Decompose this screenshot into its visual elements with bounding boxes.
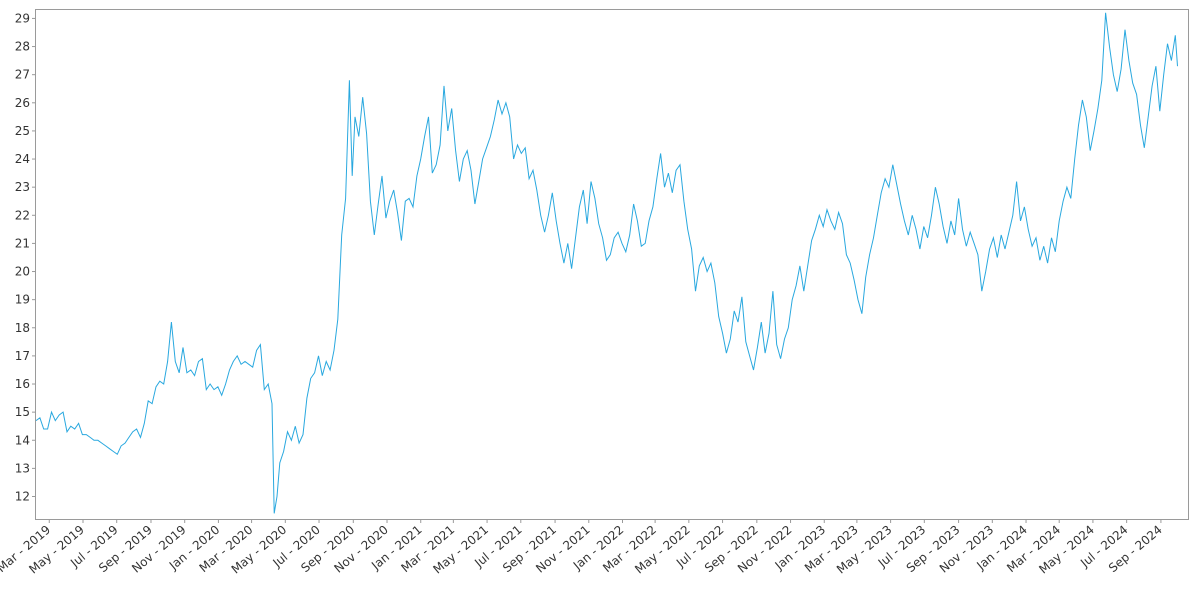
y-tick-label: 25 [15, 124, 30, 138]
y-tick-label: 17 [15, 349, 30, 363]
y-tick-label: 27 [15, 68, 30, 82]
y-tick-label: 21 [15, 236, 30, 250]
y-tick-label: 26 [15, 96, 30, 110]
y-tick-label: 29 [15, 11, 30, 25]
y-tick-label: 16 [15, 377, 30, 391]
y-tick-label: 28 [15, 40, 30, 54]
y-tick-label: 12 [15, 490, 30, 504]
series-line [35, 12, 1178, 514]
y-tick-label: 19 [15, 293, 30, 307]
y-tick-label: 18 [15, 321, 30, 335]
y-tick-label: 24 [15, 152, 30, 166]
y-tick-label: 20 [15, 265, 30, 279]
y-tick-label: 22 [15, 208, 30, 222]
y-tick-label: 23 [15, 180, 30, 194]
y-tick-label: 15 [15, 405, 30, 419]
plot-frame [35, 9, 1189, 520]
y-tick-label: 13 [15, 461, 30, 475]
y-tick-label: 14 [15, 433, 30, 447]
y-axis: 12 13 14 15 16 17 18 19 20 21 22 23 24 25 26 27 28 29 [15, 11, 36, 504]
